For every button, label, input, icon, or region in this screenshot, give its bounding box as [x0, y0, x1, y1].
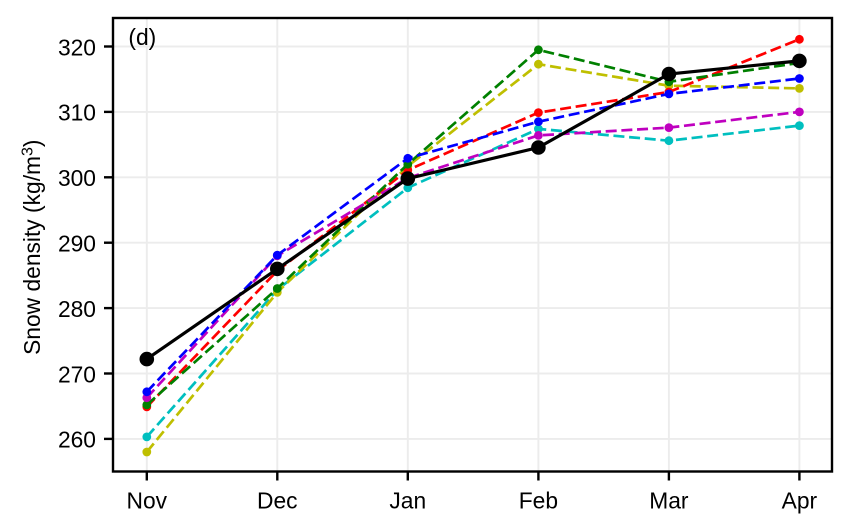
svg-text:Snow density (kg/m3): Snow density (kg/m3)	[19, 139, 45, 354]
svg-text:280: 280	[58, 296, 96, 322]
svg-text:320: 320	[58, 34, 96, 60]
svg-text:290: 290	[58, 231, 96, 257]
svg-text:Feb: Feb	[519, 488, 558, 514]
svg-text:(d): (d)	[128, 24, 156, 50]
svg-text:270: 270	[58, 361, 96, 387]
svg-text:310: 310	[58, 100, 96, 126]
svg-text:Jan: Jan	[389, 488, 426, 514]
svg-text:Apr: Apr	[782, 488, 818, 514]
svg-text:Dec: Dec	[257, 488, 298, 514]
svg-text:Nov: Nov	[127, 488, 168, 514]
svg-text:Mar: Mar	[649, 488, 689, 514]
svg-text:260: 260	[58, 427, 96, 453]
svg-text:300: 300	[58, 165, 96, 191]
